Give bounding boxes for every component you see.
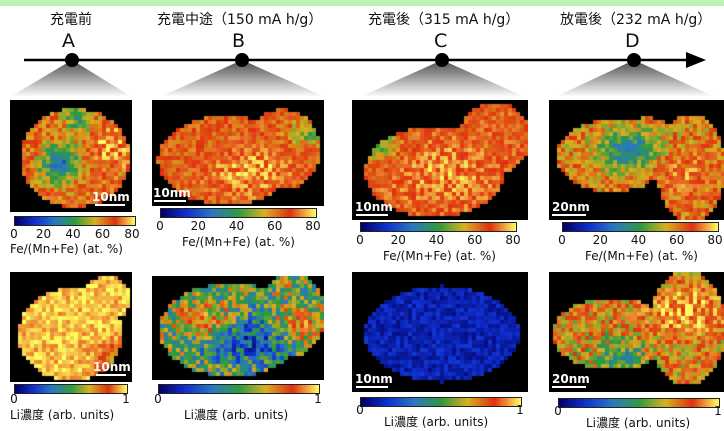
fe-tick-0-1: 20 — [35, 227, 52, 241]
fe-map-a — [10, 100, 132, 212]
timeline-dot-a — [65, 53, 79, 67]
fe-tick-0-2: 40 — [65, 227, 81, 241]
scalebar-fe-c — [356, 214, 388, 216]
li-tick-3-0: 0 — [554, 404, 562, 418]
scale-label-fe-c: 10nm — [355, 200, 393, 214]
li-map-b — [152, 276, 324, 380]
scale-label-li-d: 20nm — [552, 372, 590, 386]
fe-tick-2-3: 60 — [467, 233, 483, 247]
li-map-a — [10, 272, 132, 382]
fe-colorbar-label-c: Fe/(Mn+Fe) (at. %) — [383, 249, 496, 263]
fe-colorbar-label-a: Fe/(Mn+Fe) (at. %) — [10, 242, 123, 256]
timeline-arrowhead — [686, 52, 706, 68]
fe-tick-3-3: 60 — [669, 233, 685, 247]
stage-letter-d: D — [625, 30, 640, 52]
fe-colorbar-d — [562, 222, 719, 232]
li-colorbar-label-a: Li濃度 (arb. units) — [10, 408, 115, 422]
li-tick-2-0: 0 — [356, 403, 364, 417]
stage-title-d: 放電後（232 mA h/g） — [560, 12, 712, 28]
li-tick-0-1: 1 — [122, 392, 130, 406]
li-colorbar-label-d: Li濃度 (arb. units) — [586, 416, 691, 430]
li-colorbar-label-c: Li濃度 (arb. units) — [384, 415, 489, 429]
fe-tick-0-3: 60 — [94, 227, 111, 241]
fan-a — [10, 60, 132, 97]
li-tick-1-0: 0 — [154, 392, 162, 406]
fe-tick-1-4: 80 — [305, 219, 321, 233]
timeline-diagram — [10, 52, 715, 97]
fe-tick-2-0: 0 — [356, 233, 364, 247]
fe-colorbar-b — [160, 208, 317, 218]
scale-label-fe-a: 10nm — [92, 190, 130, 204]
stage-title-b: 充電中途（150 mA h/g） — [157, 12, 323, 28]
scalebar-fe-b — [154, 200, 186, 202]
stage-letter-b: B — [232, 30, 246, 52]
stage-title-c: 充電後（315 mA h/g） — [368, 12, 520, 28]
li-tick-0-0: 0 — [10, 392, 18, 406]
li-colorbar-b — [158, 384, 320, 394]
fe-tick-3-2: 40 — [630, 233, 647, 247]
fe-tick-1-3: 60 — [267, 219, 283, 233]
fe-tick-3-4: 80 — [707, 233, 723, 247]
timeline-dot-d — [627, 53, 641, 67]
li-map-c — [352, 272, 528, 392]
fe-tick-2-2: 40 — [428, 233, 445, 247]
fe-tick-3-0: 0 — [558, 233, 566, 247]
scalebar-fe-d — [552, 214, 586, 216]
fe-map-c — [352, 100, 528, 220]
fe-tick-3-1: 20 — [592, 233, 608, 247]
fe-tick-2-1: 20 — [390, 233, 406, 247]
li-colorbar-d — [558, 398, 720, 408]
li-colorbar-a — [14, 384, 128, 394]
fe-map-b — [152, 100, 324, 206]
li-tick-1-1: 1 — [314, 392, 322, 406]
fe-tick-0-0: 0 — [10, 227, 18, 241]
fe-tick-1-1: 20 — [190, 219, 206, 233]
li-tick-2-1: 1 — [516, 403, 524, 417]
scale-label-fe-b: 10nm — [153, 186, 191, 200]
fe-colorbar-a — [14, 216, 136, 226]
li-map-d — [549, 272, 724, 392]
scale-label-fe-d: 20nm — [552, 200, 590, 214]
scalebar-fe-a — [95, 204, 125, 206]
timeline-dot-c — [435, 53, 449, 67]
li-colorbar-label-b: Li濃度 (arb. units) — [184, 408, 289, 422]
scalebar-li-a — [96, 374, 126, 376]
fe-tick-2-4: 80 — [505, 233, 521, 247]
fe-colorbar-c — [360, 222, 517, 232]
top-strip — [0, 0, 724, 6]
li-tick-3-1: 1 — [714, 404, 722, 418]
scale-label-li-a: 10nm — [93, 360, 131, 374]
stage-letter-a: A — [62, 30, 75, 52]
fe-colorbar-label-b: Fe/(Mn+Fe) (at. %) — [182, 235, 295, 249]
fe-colorbar-label-d: Fe/(Mn+Fe) (at. %) — [585, 249, 698, 263]
scalebar-li-d — [552, 386, 586, 388]
fe-map-d — [549, 100, 724, 220]
fan-d — [555, 60, 715, 97]
fan-c — [360, 60, 525, 97]
fan-b — [160, 60, 325, 97]
timeline-dot-b — [235, 53, 249, 67]
fe-tick-1-0: 0 — [156, 219, 164, 233]
scalebar-li-c — [356, 386, 388, 388]
scale-label-li-c: 10nm — [355, 372, 393, 386]
stage-letter-c: C — [434, 30, 448, 52]
fe-tick-1-2: 40 — [228, 219, 245, 233]
li-colorbar-c — [360, 397, 522, 407]
stage-title-a: 充電前 — [50, 12, 92, 28]
fe-tick-0-4: 80 — [124, 227, 140, 241]
